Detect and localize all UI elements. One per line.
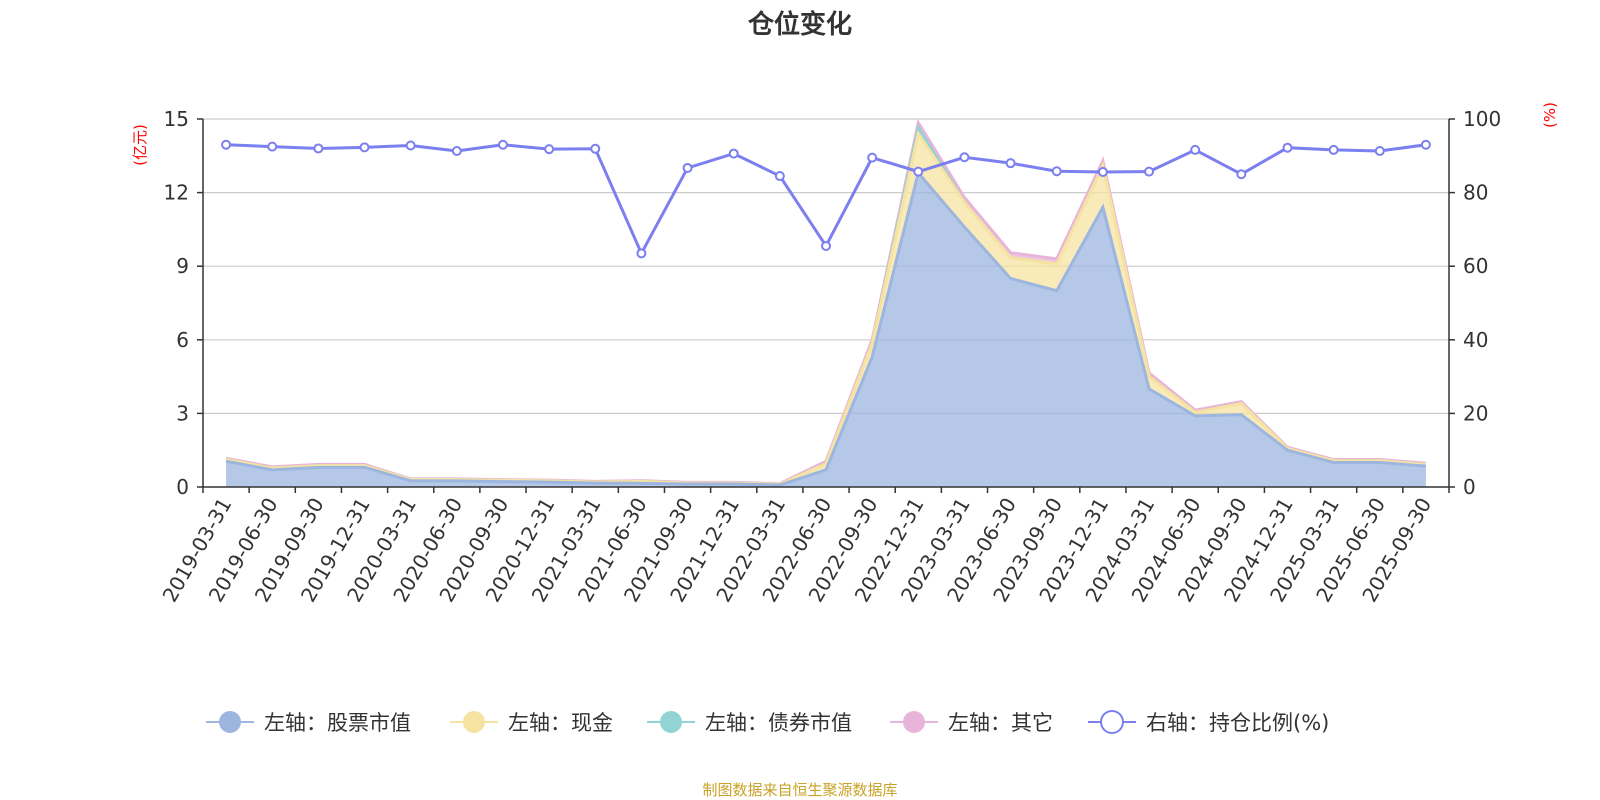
x-axis-ticks: 2019-03-312019-06-302019-09-302019-12-31… bbox=[158, 487, 1450, 606]
ratio-point bbox=[451, 146, 462, 157]
legend-marker bbox=[1100, 710, 1124, 734]
ratio-point bbox=[636, 248, 647, 259]
ratio-point bbox=[682, 162, 693, 173]
ratio-point bbox=[267, 141, 278, 152]
right-axis-ticks: 0 20 40 60 80 100 bbox=[1449, 107, 1501, 499]
legend-label: 右轴：持仓比例(%) bbox=[1146, 711, 1329, 735]
ratio-point bbox=[728, 148, 739, 159]
left-axis-unit: (亿元) bbox=[131, 124, 149, 166]
area-series bbox=[225, 118, 1427, 487]
holding-ratio-line bbox=[221, 139, 1431, 259]
ratio-point bbox=[1236, 169, 1247, 180]
legend-item: 左轴：股票市值 bbox=[206, 711, 411, 735]
left-tick-label: 12 bbox=[164, 181, 189, 205]
ratio-line-path bbox=[226, 143, 1427, 257]
left-tick-label: 15 bbox=[164, 107, 189, 131]
ratio-point bbox=[1282, 142, 1293, 153]
ratio-point bbox=[1420, 139, 1431, 150]
ratio-point bbox=[313, 143, 324, 154]
legend-marker bbox=[463, 711, 485, 733]
right-tick-label: 0 bbox=[1463, 475, 1476, 499]
legend-label: 左轴：股票市值 bbox=[264, 711, 411, 735]
ratio-point bbox=[359, 142, 370, 153]
area-0-edge bbox=[225, 169, 1427, 487]
left-tick-label: 0 bbox=[176, 475, 189, 499]
legend-label: 左轴：其它 bbox=[948, 711, 1053, 735]
left-axis-ticks: 0 3 6 9 12 15 bbox=[164, 107, 203, 499]
area-0 bbox=[226, 172, 1426, 487]
ratio-point bbox=[1005, 158, 1016, 169]
ratio-point bbox=[1374, 146, 1385, 157]
ratio-point bbox=[1051, 166, 1062, 177]
legend-item: 右轴：持仓比例(%) bbox=[1088, 710, 1329, 735]
right-tick-label: 40 bbox=[1463, 328, 1488, 352]
ratio-point bbox=[913, 166, 924, 177]
ratio-point bbox=[821, 240, 831, 251]
legend-label: 左轴：债券市值 bbox=[705, 711, 852, 735]
ratio-point bbox=[1190, 144, 1201, 155]
ratio-point bbox=[405, 140, 416, 151]
ratio-point bbox=[221, 139, 232, 150]
ratio-point bbox=[544, 144, 555, 155]
axes bbox=[202, 119, 1450, 488]
source-note: 制图数据来自恒生聚源数据库 bbox=[702, 781, 897, 799]
right-tick-label: 100 bbox=[1463, 107, 1501, 131]
legend-marker bbox=[219, 711, 241, 733]
legend-marker bbox=[660, 711, 682, 733]
ratio-point bbox=[1328, 144, 1339, 155]
right-tick-label: 80 bbox=[1463, 181, 1488, 205]
chart-title: 仓位变化 bbox=[747, 9, 852, 40]
ratio-point bbox=[867, 152, 878, 163]
ratio-point bbox=[1144, 166, 1155, 177]
legend-item: 左轴：债券市值 bbox=[647, 711, 852, 735]
legend-item: 左轴：现金 bbox=[450, 711, 613, 735]
right-tick-label: 20 bbox=[1463, 401, 1488, 425]
legend-item: 左轴：其它 bbox=[890, 711, 1053, 735]
legend: 左轴：股票市值 左轴：现金 左轴：债券市值 左轴：其它 右轴：持仓比例(%) bbox=[206, 710, 1329, 735]
left-tick-label: 9 bbox=[176, 254, 189, 278]
right-tick-label: 60 bbox=[1463, 254, 1488, 278]
left-tick-label: 6 bbox=[176, 328, 189, 352]
left-tick-label: 3 bbox=[176, 401, 189, 425]
ratio-point bbox=[774, 171, 785, 182]
legend-marker bbox=[903, 711, 925, 733]
legend-label: 左轴：现金 bbox=[508, 711, 613, 735]
ratio-point bbox=[590, 143, 601, 154]
ratio-point bbox=[497, 139, 508, 150]
ratio-point bbox=[1097, 166, 1108, 177]
right-axis-unit: (%) bbox=[1541, 102, 1559, 128]
ratio-point bbox=[959, 152, 970, 163]
